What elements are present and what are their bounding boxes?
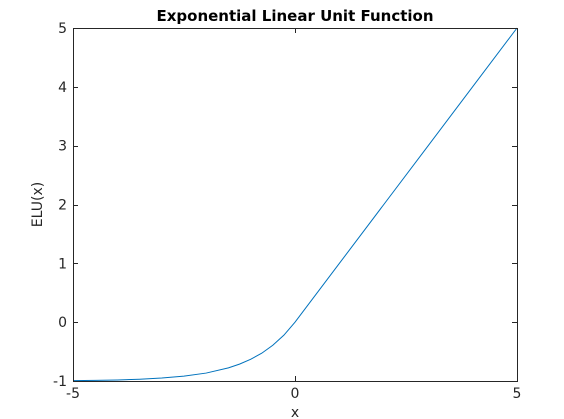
y-tick-label: 3 (58, 139, 67, 155)
y-tick-label: 4 (58, 80, 67, 96)
x-axis-label: x (291, 405, 299, 419)
axes-box (73, 28, 518, 382)
y-axis-label: ELU(x) (30, 182, 46, 227)
plot-area (73, 28, 517, 381)
x-tick-label: 0 (291, 386, 300, 402)
chart-title: Exponential Linear Unit Function (156, 7, 433, 25)
tick-labels: -5 0 5 -1 0 1 2 3 4 5 (53, 21, 521, 402)
y-tick-label: 5 (58, 21, 67, 37)
series-group (72, 27, 518, 382)
series-line (72, 27, 518, 382)
x-tick-label: 5 (513, 386, 522, 402)
y-tick-label: 0 (58, 315, 67, 331)
y-tick-label: 2 (58, 198, 67, 214)
y-tick-label: -1 (53, 374, 67, 390)
x-tick-label: -5 (66, 386, 80, 402)
y-tick-label: 1 (58, 256, 67, 272)
